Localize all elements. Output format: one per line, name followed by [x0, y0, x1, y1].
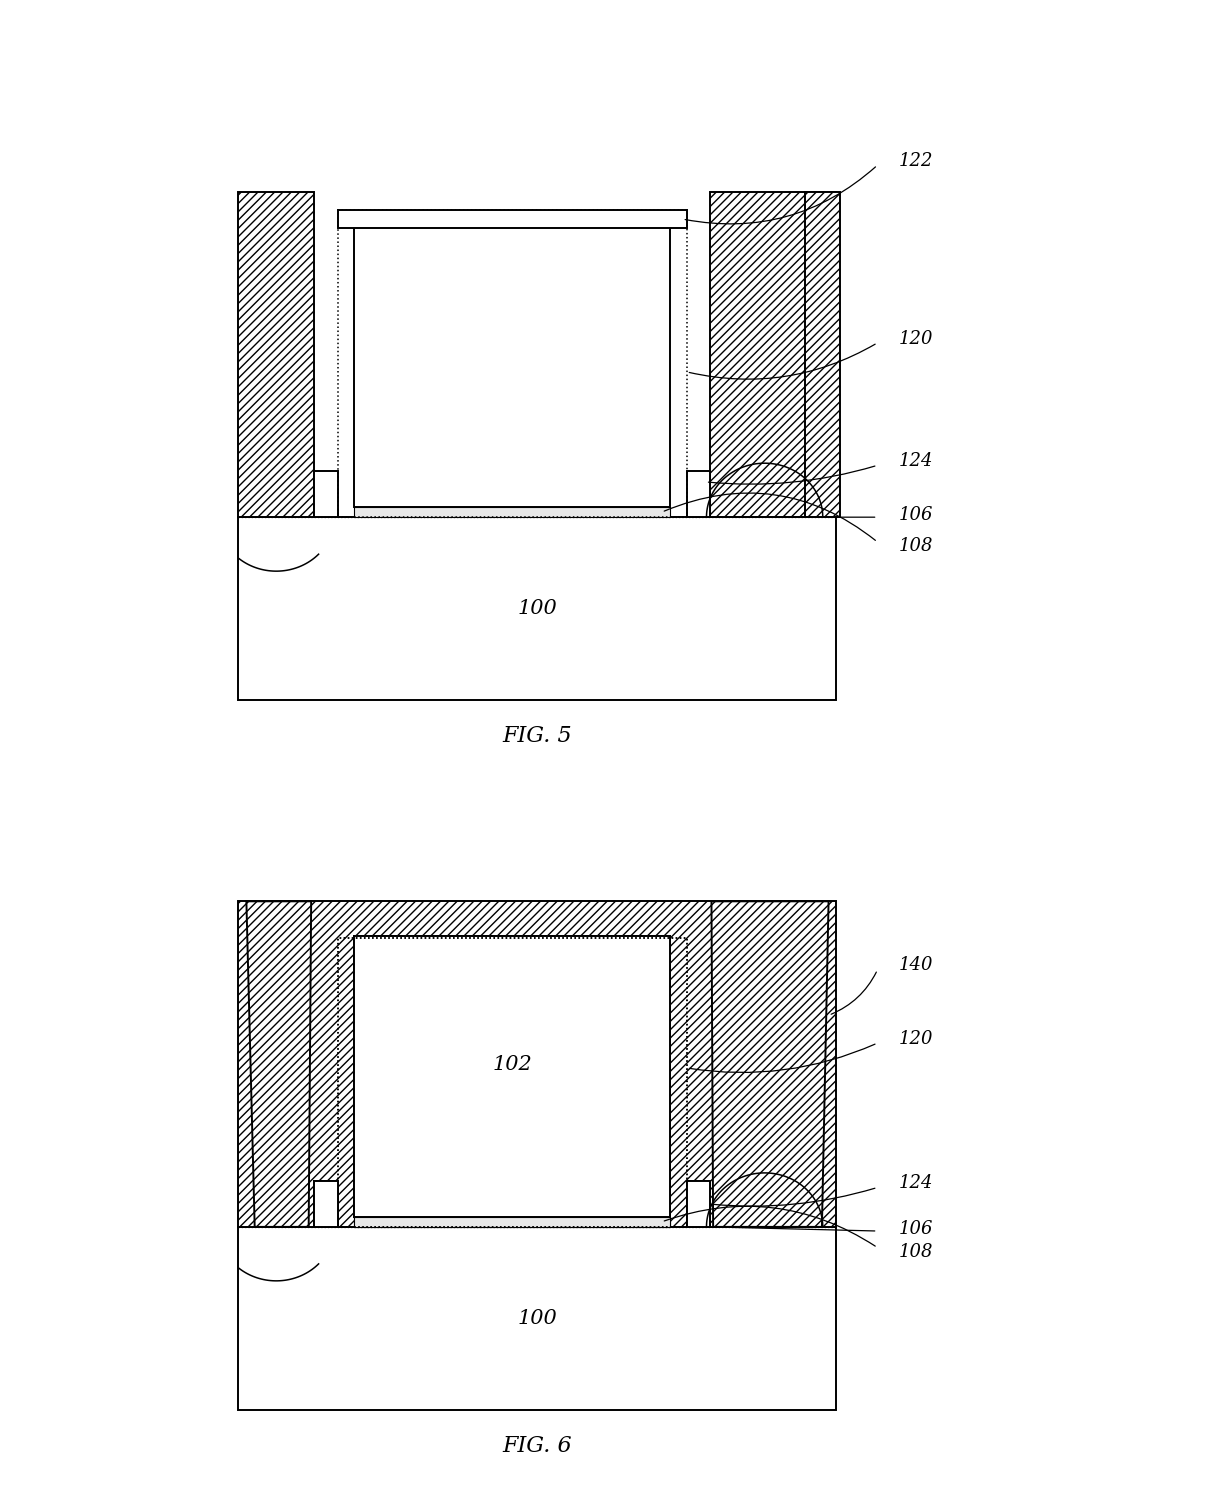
Bar — [238, 192, 315, 516]
Polygon shape — [246, 901, 311, 1226]
Bar — [338, 938, 687, 1226]
Bar — [355, 1217, 670, 1226]
Text: FIG. 5: FIG. 5 — [502, 725, 572, 747]
Text: 120: 120 — [898, 1030, 933, 1048]
Bar — [338, 210, 687, 516]
Text: 140: 140 — [898, 956, 933, 974]
Bar — [238, 901, 836, 1226]
Bar — [805, 192, 840, 516]
Bar — [687, 1181, 710, 1226]
Bar — [687, 471, 710, 516]
Bar — [315, 1181, 338, 1226]
Polygon shape — [711, 901, 828, 1226]
Bar — [338, 938, 687, 1226]
Text: 102: 102 — [492, 346, 532, 365]
Text: 100: 100 — [517, 1309, 556, 1327]
Bar — [710, 192, 836, 516]
Bar — [355, 936, 670, 1217]
Text: 122: 122 — [898, 153, 933, 171]
Text: 108: 108 — [898, 1243, 933, 1261]
Bar — [687, 1181, 710, 1226]
Bar — [315, 471, 338, 516]
Text: 106: 106 — [898, 1220, 933, 1238]
Text: 124: 124 — [898, 451, 933, 470]
Text: FIG. 6: FIG. 6 — [502, 1434, 572, 1457]
Text: 124: 124 — [898, 1175, 933, 1193]
Text: 106: 106 — [898, 506, 933, 524]
Bar — [355, 1217, 670, 1226]
Bar — [238, 516, 836, 701]
Text: 120: 120 — [898, 329, 933, 347]
Text: 102: 102 — [492, 1055, 532, 1075]
Text: 102: 102 — [492, 1055, 532, 1075]
Bar — [355, 936, 670, 1217]
Bar — [355, 507, 670, 516]
Text: 108: 108 — [898, 538, 933, 556]
Text: 100: 100 — [517, 599, 556, 618]
Bar — [238, 1226, 836, 1410]
Bar — [338, 210, 687, 228]
Bar — [355, 226, 670, 507]
Bar — [315, 1181, 338, 1226]
